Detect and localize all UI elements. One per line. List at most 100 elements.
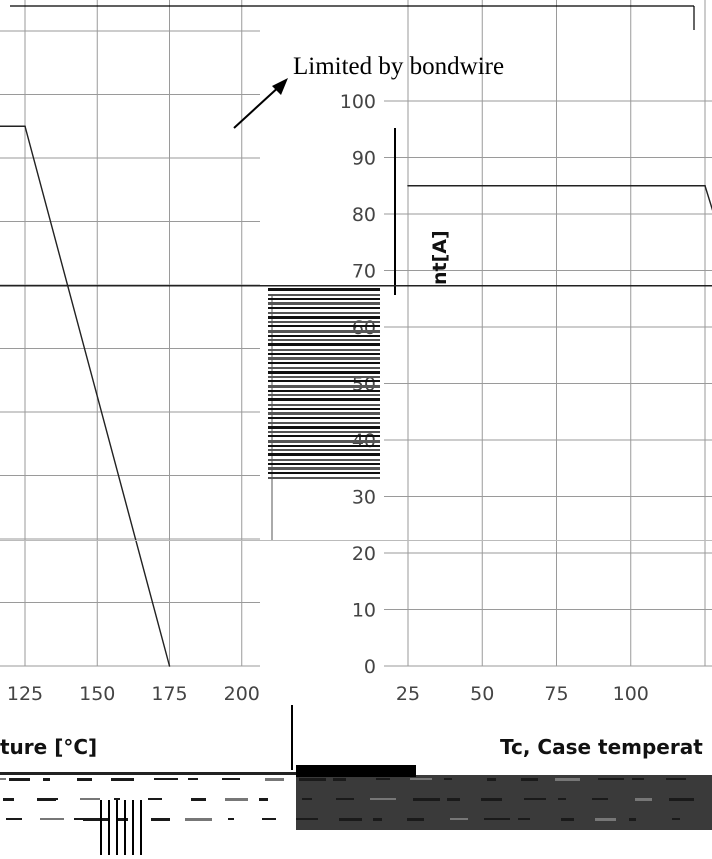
glitch-stripe bbox=[487, 778, 496, 781]
left-x-ticks: 125 150 175 200 bbox=[7, 683, 260, 705]
glitch-stripe bbox=[3, 798, 14, 801]
glitch-stripe bbox=[268, 362, 380, 364]
glitch-stripe bbox=[262, 818, 276, 820]
glitch-stripe bbox=[6, 818, 22, 820]
glitch-stripe bbox=[259, 798, 268, 801]
right-y-tick-label: 80 bbox=[352, 204, 376, 226]
glitch-stripe bbox=[83, 818, 108, 821]
glitch-stripe bbox=[413, 798, 440, 801]
left-x-tick-label: 175 bbox=[151, 683, 187, 705]
left-curve-layer bbox=[0, 125, 171, 667]
glitch-stripe bbox=[268, 440, 380, 443]
glitch-stripe bbox=[595, 818, 616, 821]
glitch-stripe bbox=[447, 798, 460, 801]
annotation-text: Limited by bondwire bbox=[293, 53, 504, 80]
glitch-stripe bbox=[296, 765, 416, 777]
glitch-stripe bbox=[481, 798, 502, 801]
left-series-point bbox=[24, 125, 26, 128]
glitch-stripe bbox=[268, 357, 380, 360]
glitch-stripe bbox=[373, 818, 382, 821]
glitch-stripe bbox=[555, 778, 580, 781]
right-y-tick-label: 0 bbox=[364, 656, 376, 678]
glitch-stripe bbox=[268, 404, 380, 406]
glitch-stripe bbox=[108, 800, 110, 855]
glitch-stripe bbox=[268, 298, 380, 300]
glitch-stripe bbox=[268, 467, 380, 470]
glitch-stripe bbox=[296, 818, 318, 820]
glitch-stripe bbox=[524, 798, 546, 800]
glitch-stripe bbox=[268, 376, 380, 378]
glitch-stripe bbox=[268, 408, 380, 410]
glitch-stripe bbox=[629, 818, 636, 821]
glitch-stripe bbox=[154, 778, 178, 780]
glitch-stripe bbox=[268, 371, 380, 374]
right-x-axis-label: Tc, Case temperat bbox=[500, 735, 703, 759]
glitch-stripe bbox=[598, 778, 624, 780]
left-series-point bbox=[168, 665, 171, 667]
glitch-stripe bbox=[561, 818, 574, 821]
glitch-stripe bbox=[114, 798, 120, 800]
glitch-stripe bbox=[148, 798, 162, 800]
glitch-stripe bbox=[268, 367, 380, 369]
glitch-stripe bbox=[370, 798, 396, 800]
right-y-tick-label: 20 bbox=[352, 543, 376, 565]
glitch-stripe bbox=[376, 778, 390, 780]
glitch-stripe bbox=[185, 818, 212, 821]
glitch-stripe bbox=[384, 285, 712, 287]
glitch-stripe bbox=[268, 417, 380, 419]
glitch-stripe bbox=[672, 818, 680, 820]
glitch-stripe bbox=[669, 798, 694, 801]
glitch-stripe bbox=[0, 540, 712, 541]
glitch-stripe bbox=[117, 818, 128, 821]
glitch-stripe bbox=[222, 778, 240, 780]
glitch-stripe bbox=[268, 431, 380, 433]
glitch-stripe bbox=[132, 800, 134, 855]
glitch-stripe bbox=[0, 285, 712, 287]
glitch-stripe bbox=[268, 294, 380, 296]
glitch-stripe bbox=[296, 775, 712, 830]
glitch-stripe bbox=[268, 453, 380, 456]
right-x-tick-label: 75 bbox=[544, 683, 568, 705]
glitch-stripe bbox=[116, 800, 118, 855]
glitch-stripe bbox=[228, 818, 234, 820]
left-x-tick-label: 150 bbox=[79, 683, 115, 705]
glitch-stripe bbox=[268, 426, 380, 429]
glitch-stripe bbox=[225, 798, 248, 801]
glitch-stripe bbox=[268, 330, 380, 333]
glitch-stripe bbox=[74, 818, 84, 820]
right-series-line bbox=[408, 185, 712, 211]
glitch-stripe bbox=[268, 349, 380, 351]
right-y-tick-label: 10 bbox=[352, 600, 376, 622]
glitch-stripe bbox=[444, 778, 452, 780]
right-x-tick-label: 100 bbox=[613, 683, 649, 705]
glitch-stripe bbox=[46, 798, 58, 800]
glitch-stripe bbox=[40, 818, 64, 820]
glitch-stripe bbox=[268, 412, 380, 415]
glitch-stripe bbox=[268, 398, 380, 401]
right-series-point bbox=[704, 184, 706, 187]
right-x-tick-label: 25 bbox=[396, 683, 420, 705]
right-y-tick-label: 70 bbox=[352, 261, 376, 283]
glitch-stripe bbox=[43, 778, 50, 781]
right-series-point bbox=[407, 184, 409, 187]
left-chart bbox=[0, 0, 260, 667]
glitch-stripe bbox=[80, 798, 100, 800]
glitch-stripe bbox=[268, 321, 380, 323]
glitch-stripe bbox=[268, 477, 380, 479]
glitch-stripe bbox=[268, 325, 380, 327]
glitch-stripe bbox=[268, 422, 380, 424]
right-curve-layer bbox=[407, 184, 712, 211]
glitch-stripe bbox=[521, 778, 538, 781]
glitch-stripe bbox=[0, 778, 6, 780]
glitch-stripe bbox=[333, 778, 346, 781]
glitch-stripe bbox=[268, 463, 380, 465]
right-chart bbox=[384, 0, 712, 667]
glitch-stripe bbox=[265, 778, 284, 781]
left-x-tick-label: 200 bbox=[224, 683, 260, 705]
glitch-stripe bbox=[191, 798, 206, 801]
glitch-stripe bbox=[111, 778, 134, 781]
glitch-stripe bbox=[268, 302, 380, 305]
glitch-stripe bbox=[666, 778, 686, 780]
glitch-stripe bbox=[268, 380, 380, 382]
